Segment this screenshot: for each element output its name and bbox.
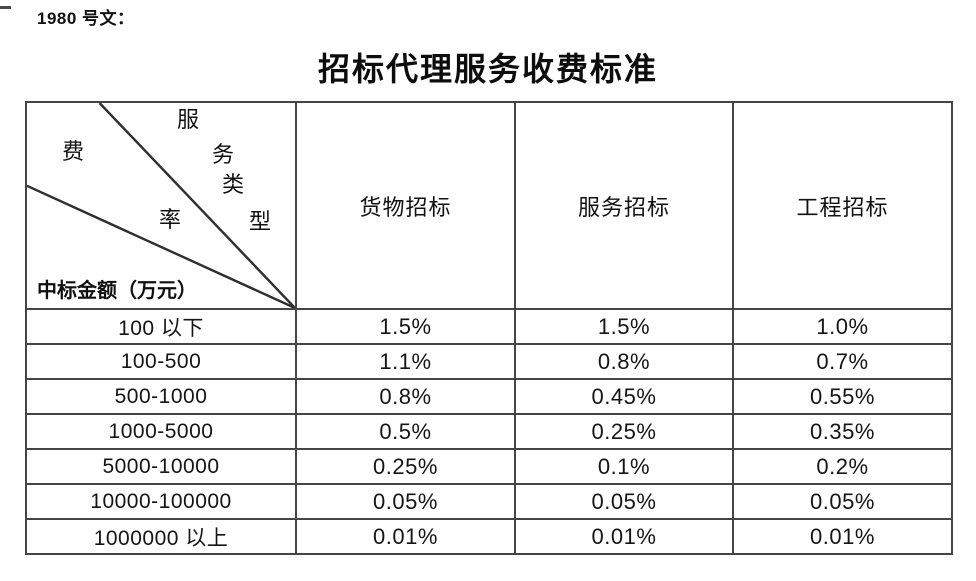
corner-label-fee-rate-char: 率 bbox=[159, 207, 182, 232]
table-row: 10000-100000 0.05% 0.05% 0.05% bbox=[25, 483, 953, 520]
rate-cell: 0.55% bbox=[732, 378, 953, 415]
table-row: 500-1000 0.8% 0.45% 0.55% bbox=[25, 378, 953, 415]
rate-cell: 0.01% bbox=[732, 518, 953, 555]
rate-cell: 0.01% bbox=[295, 518, 516, 555]
column-header-goods-bidding: 货物招标 bbox=[295, 101, 516, 310]
amount-range-cell: 10000-100000 bbox=[25, 483, 297, 520]
rate-cell: 1.5% bbox=[514, 308, 734, 345]
rate-cell: 0.05% bbox=[295, 483, 516, 520]
table-row: 5000-10000 0.25% 0.1% 0.2% bbox=[25, 448, 953, 485]
document-reference: 1980 号文： bbox=[37, 9, 135, 28]
rate-cell: 0.1% bbox=[514, 448, 734, 485]
table-row: 100 以下 1.5% 1.5% 1.0% bbox=[25, 308, 953, 345]
corner-label-amount: 中标金额（万元） bbox=[37, 280, 197, 302]
rate-cell: 0.45% bbox=[514, 378, 734, 415]
rate-cell: 1.5% bbox=[295, 308, 516, 345]
corner-label-service-type-char: 服 bbox=[177, 107, 200, 132]
rate-cell: 0.01% bbox=[514, 518, 734, 555]
rate-cell: 0.5% bbox=[295, 413, 516, 450]
amount-range-cell: 100-500 bbox=[25, 343, 297, 380]
amount-range-cell: 1000-5000 bbox=[25, 413, 297, 450]
corner-label-fee-rate-char: 费 bbox=[62, 139, 85, 164]
amount-range-cell: 1000000 以上 bbox=[25, 518, 297, 555]
amount-range-cell: 100 以下 bbox=[25, 308, 297, 345]
rate-cell: 0.05% bbox=[514, 483, 734, 520]
corner-label-service-type-char: 类 bbox=[222, 172, 245, 197]
rate-cell: 0.8% bbox=[295, 378, 516, 415]
diagonal-divider-lines bbox=[27, 103, 295, 308]
table-header-row: 服 务 类 型 费 率 中标金额（万元） 货物招标 服务招标 工程招标 bbox=[25, 101, 953, 310]
corner-label-service-type-char: 务 bbox=[212, 142, 235, 167]
amount-range-cell: 500-1000 bbox=[25, 378, 297, 415]
table-row: 1000000 以上 0.01% 0.01% 0.01% bbox=[25, 518, 953, 555]
rate-cell: 0.7% bbox=[732, 343, 953, 380]
column-header-service-bidding: 服务招标 bbox=[514, 101, 734, 310]
rate-cell: 0.25% bbox=[295, 448, 516, 485]
rate-cell: 0.25% bbox=[514, 413, 734, 450]
corner-label-service-type-char: 型 bbox=[249, 209, 272, 234]
column-header-works-bidding: 工程招标 bbox=[732, 101, 953, 310]
amount-range-cell: 5000-10000 bbox=[25, 448, 297, 485]
window-edge-artifact bbox=[0, 6, 11, 9]
rate-cell: 0.2% bbox=[732, 448, 953, 485]
fee-standard-table: 服 务 类 型 费 率 中标金额（万元） 货物招标 服务招标 工程招标 100 … bbox=[25, 101, 953, 555]
rate-cell: 1.0% bbox=[732, 308, 953, 345]
table-row: 1000-5000 0.5% 0.25% 0.35% bbox=[25, 413, 953, 450]
rate-cell: 0.35% bbox=[732, 413, 953, 450]
diagonal-corner-cell: 服 务 类 型 费 率 中标金额（万元） bbox=[25, 101, 297, 310]
rate-cell: 0.05% bbox=[732, 483, 953, 520]
rate-cell: 0.8% bbox=[514, 343, 734, 380]
rate-cell: 1.1% bbox=[295, 343, 516, 380]
table-row: 100-500 1.1% 0.8% 0.7% bbox=[25, 343, 953, 380]
page-title: 招标代理服务收费标准 bbox=[317, 51, 658, 87]
